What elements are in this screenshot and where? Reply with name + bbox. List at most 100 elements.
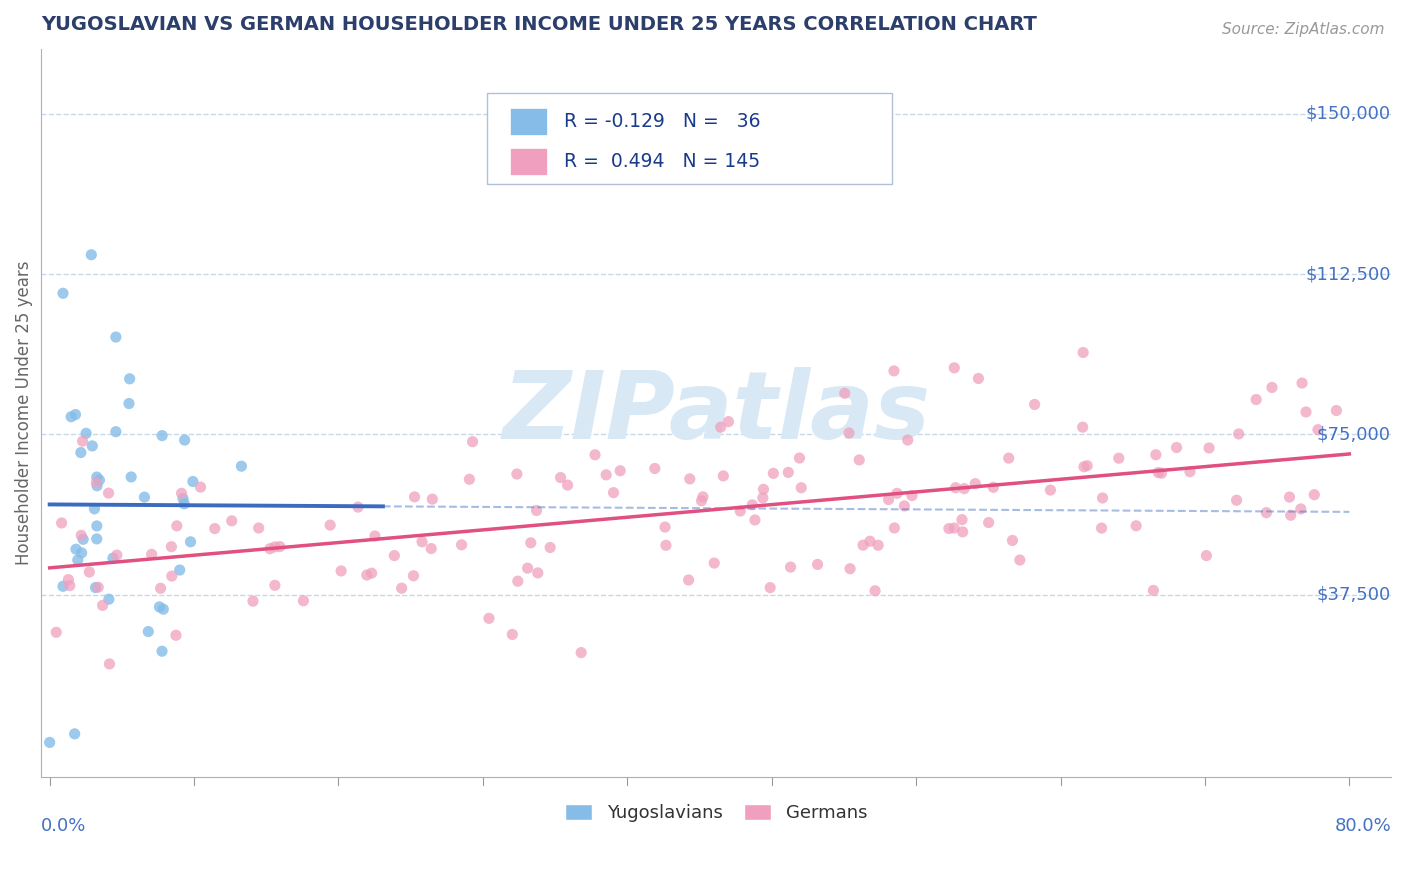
Point: [404, 490, 426, 504]
Point: [883, 521, 905, 535]
Point: [752, 483, 775, 497]
Point: [852, 538, 875, 552]
Point: [104, 330, 127, 344]
Point: [231, 459, 253, 474]
Point: [967, 371, 990, 385]
Point: [877, 492, 900, 507]
Point: [247, 521, 270, 535]
Point: [1166, 441, 1188, 455]
Point: [506, 467, 529, 481]
Point: [1226, 493, 1249, 508]
Point: [950, 513, 973, 527]
Point: [557, 478, 579, 492]
Point: [901, 489, 924, 503]
Point: [886, 486, 908, 500]
Point: [569, 646, 592, 660]
Point: [478, 611, 501, 625]
Point: [1071, 345, 1094, 359]
FancyBboxPatch shape: [509, 108, 547, 136]
Point: [169, 563, 191, 577]
Point: [330, 564, 353, 578]
Point: [52, 579, 75, 593]
Point: [883, 364, 905, 378]
Point: [583, 448, 606, 462]
Point: [105, 548, 128, 562]
Point: [86, 479, 108, 493]
Text: ZIPatlas: ZIPatlas: [502, 367, 931, 459]
FancyBboxPatch shape: [486, 93, 891, 184]
Point: [1195, 549, 1218, 563]
Point: [501, 627, 523, 641]
Point: [1198, 441, 1220, 455]
Point: [86, 519, 108, 533]
Text: Source: ZipAtlas.com: Source: ZipAtlas.com: [1222, 22, 1385, 37]
Point: [1071, 420, 1094, 434]
Point: [118, 372, 141, 386]
Point: [1150, 466, 1173, 480]
Point: [347, 500, 370, 514]
Point: [789, 450, 811, 465]
Legend: Yugoslavians, Germans: Yugoslavians, Germans: [558, 797, 875, 830]
Point: [101, 551, 124, 566]
Point: [148, 599, 170, 614]
Point: [70, 528, 93, 542]
Point: [204, 522, 226, 536]
Point: [319, 518, 342, 533]
Point: [165, 628, 187, 642]
Point: [690, 493, 713, 508]
Point: [120, 470, 142, 484]
Point: [221, 514, 243, 528]
Point: [72, 533, 94, 547]
Point: [1291, 376, 1313, 390]
Point: [1024, 397, 1046, 411]
Point: [172, 491, 194, 506]
Point: [420, 541, 443, 556]
Point: [52, 286, 75, 301]
Point: [1306, 423, 1329, 437]
Point: [943, 360, 966, 375]
Point: [1008, 553, 1031, 567]
Point: [59, 579, 82, 593]
Point: [84, 581, 107, 595]
Point: [839, 562, 862, 576]
Point: [51, 516, 73, 530]
Point: [1001, 533, 1024, 548]
Point: [965, 476, 987, 491]
Point: [422, 492, 444, 507]
Point: [868, 538, 890, 552]
Point: [173, 433, 195, 447]
Point: [58, 573, 80, 587]
Point: [679, 472, 702, 486]
Point: [134, 490, 156, 504]
Point: [1178, 465, 1201, 479]
Point: [97, 486, 120, 500]
Point: [264, 578, 287, 592]
Point: [263, 540, 285, 554]
Point: [595, 467, 617, 482]
Text: $75,000: $75,000: [1317, 425, 1391, 443]
Point: [1076, 458, 1098, 473]
Point: [943, 521, 966, 535]
Text: YUGOSLAVIAN VS GERMAN HOUSEHOLDER INCOME UNDER 25 YEARS CORRELATION CHART: YUGOSLAVIAN VS GERMAN HOUSEHOLDER INCOME…: [41, 15, 1038, 34]
Point: [160, 540, 183, 554]
Point: [70, 546, 93, 560]
Point: [602, 485, 624, 500]
Point: [779, 560, 801, 574]
Point: [1261, 380, 1284, 394]
Point: [759, 581, 782, 595]
Point: [173, 497, 195, 511]
Point: [1108, 451, 1130, 466]
Point: [1090, 521, 1112, 535]
Point: [893, 499, 915, 513]
Point: [118, 396, 141, 410]
Point: [538, 541, 561, 555]
Point: [69, 445, 91, 459]
Point: [897, 433, 920, 447]
Point: [166, 519, 188, 533]
Point: [838, 425, 860, 440]
Point: [1144, 448, 1167, 462]
Point: [136, 624, 159, 639]
Point: [152, 602, 174, 616]
Point: [411, 534, 433, 549]
Point: [170, 486, 193, 500]
